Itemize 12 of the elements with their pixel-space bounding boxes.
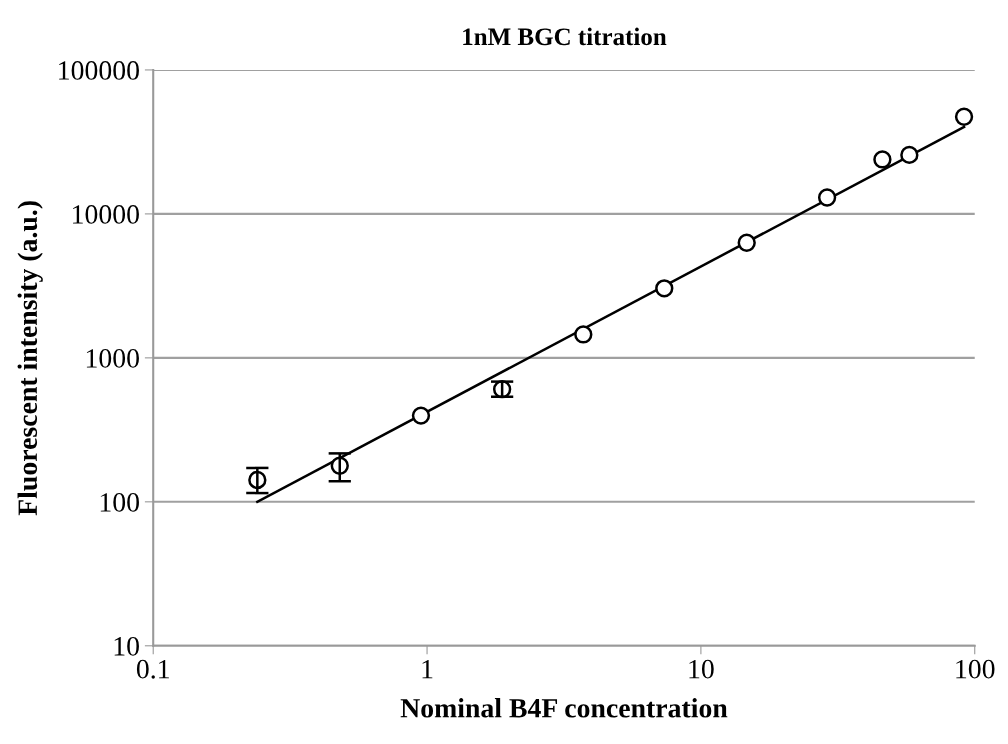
y-tick-label: 100	[100, 492, 139, 512]
x-tick-label: 100	[956, 659, 995, 679]
y-axis-title: Fluorescent intensity (a.u.)	[17, 201, 43, 516]
x-tick-label: 0.1	[136, 659, 169, 679]
x-axis-title: Nominal B4F concentration	[400, 698, 728, 718]
y-tick-label: 10	[114, 636, 139, 656]
y-tick-label: 10000	[73, 205, 139, 224]
x-tick-label: 10	[689, 659, 714, 679]
y-tick-label: 1000	[86, 349, 139, 368]
y-tick-label: 100000	[59, 61, 139, 80]
x-tick-label: 1	[422, 659, 433, 679]
chart-title: 1nM BGC titration	[463, 27, 667, 46]
